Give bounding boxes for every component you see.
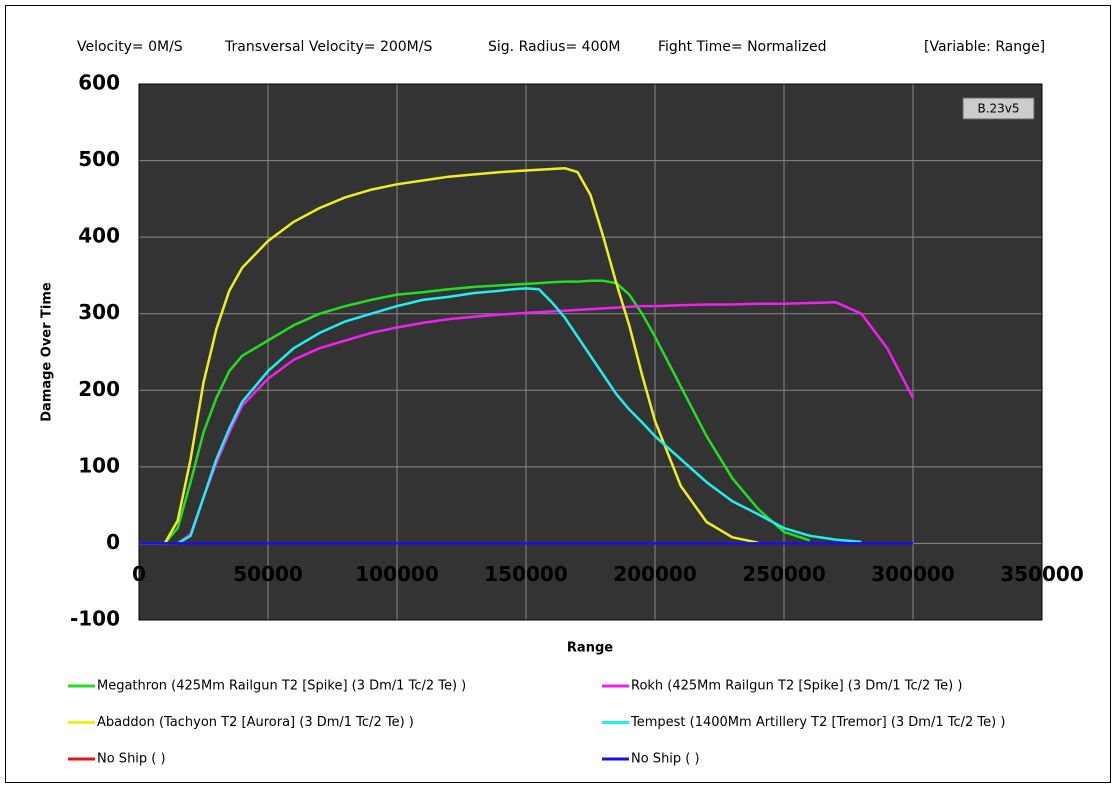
header-item: [Variable: Range] xyxy=(924,39,1045,55)
legend-label: Abaddon (Tachyon T2 [Aurora] (3 Dm/1 Tc/… xyxy=(97,715,414,730)
x-axis-label: Range xyxy=(567,641,613,656)
series-line xyxy=(139,166,759,545)
y-tick-label: 300 xyxy=(78,300,120,324)
badge-box xyxy=(962,97,1035,120)
legend-label: Megathron (425Mm Railgun T2 [Spike] (3 D… xyxy=(97,679,466,694)
x-tick-label: 150000 xyxy=(484,562,568,586)
legend-label: No Ship ( ) xyxy=(97,752,166,767)
header-item: Velocity= 0M/S xyxy=(77,39,183,55)
legend-label: Rokh (425Mm Railgun T2 [Spike] (3 Dm/1 T… xyxy=(631,679,962,694)
x-tick-label: 100000 xyxy=(355,562,439,586)
y-tick-label: -100 xyxy=(70,607,120,631)
series-line xyxy=(139,287,862,545)
y-tick-label: 500 xyxy=(78,147,120,171)
x-tick-label: 250000 xyxy=(742,562,826,586)
y-tick-label: 600 xyxy=(78,71,120,95)
series-line xyxy=(139,279,811,545)
plot-area xyxy=(139,84,1042,620)
x-tick-label: 50000 xyxy=(233,562,303,586)
y-tick-label: 200 xyxy=(78,377,120,401)
plot-border xyxy=(138,83,1043,621)
y-tick-label: 100 xyxy=(78,453,120,477)
badge: B.23v5 xyxy=(977,102,1019,116)
series-line xyxy=(139,300,915,545)
x-tick-label: 300000 xyxy=(871,562,955,586)
header-item: Sig. Radius= 400M xyxy=(488,39,621,55)
y-tick-label: 0 xyxy=(106,530,120,554)
header-item: Fight Time= Normalized xyxy=(658,39,826,55)
y-tick-label: 400 xyxy=(78,224,120,248)
y-axis-label: Damage Over Time xyxy=(40,282,55,422)
legend-label: Tempest (1400Mm Artillery T2 [Tremor] (3… xyxy=(630,715,1005,730)
x-tick-label: 200000 xyxy=(613,562,697,586)
legend-label: No Ship ( ) xyxy=(631,752,700,767)
header-item: Transversal Velocity= 200M/S xyxy=(224,39,432,55)
